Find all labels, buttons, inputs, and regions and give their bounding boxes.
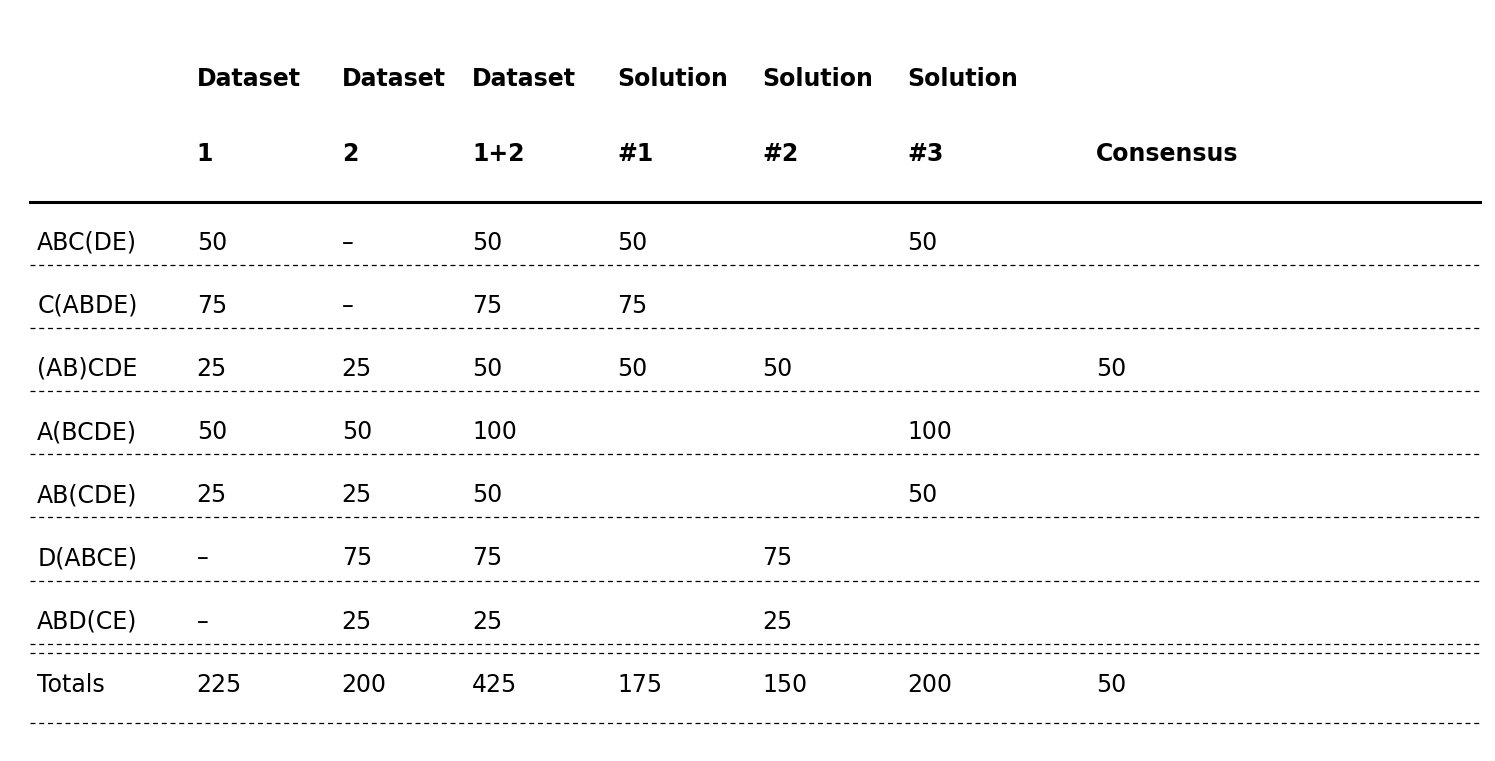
- Text: 25: 25: [197, 357, 227, 381]
- Text: 50: 50: [762, 357, 792, 381]
- Text: Dataset: Dataset: [342, 67, 446, 91]
- Text: 75: 75: [472, 294, 502, 318]
- Text: C(ABDE): C(ABDE): [37, 294, 138, 318]
- Text: 25: 25: [762, 610, 792, 634]
- Text: #2: #2: [762, 142, 798, 166]
- Text: 75: 75: [617, 294, 647, 318]
- Text: 100: 100: [907, 420, 952, 444]
- Text: 225: 225: [197, 673, 242, 697]
- Text: D(ABCE): D(ABCE): [37, 546, 138, 571]
- Text: Solution: Solution: [617, 67, 728, 91]
- Text: #3: #3: [907, 142, 943, 166]
- Text: 25: 25: [342, 610, 372, 634]
- Text: 25: 25: [342, 357, 372, 381]
- Text: 25: 25: [472, 610, 502, 634]
- Text: 25: 25: [342, 483, 372, 508]
- Text: 1: 1: [197, 142, 214, 166]
- Text: –: –: [342, 294, 353, 318]
- Text: 50: 50: [342, 420, 372, 444]
- Text: 100: 100: [472, 420, 517, 444]
- Text: –: –: [197, 546, 208, 571]
- Text: 50: 50: [1096, 357, 1126, 381]
- Text: –: –: [342, 231, 353, 255]
- Text: 50: 50: [1096, 673, 1126, 697]
- Text: Dataset: Dataset: [472, 67, 576, 91]
- Text: Totals: Totals: [37, 673, 105, 697]
- Text: 150: 150: [762, 673, 807, 697]
- Text: 25: 25: [197, 483, 227, 508]
- Text: 75: 75: [197, 294, 227, 318]
- Text: 75: 75: [342, 546, 372, 571]
- Text: 50: 50: [472, 231, 502, 255]
- Text: 50: 50: [907, 483, 937, 508]
- Text: 2: 2: [342, 142, 359, 166]
- Text: –: –: [197, 610, 208, 634]
- Text: 50: 50: [617, 231, 647, 255]
- Text: 200: 200: [907, 673, 952, 697]
- Text: 200: 200: [342, 673, 387, 697]
- Text: 75: 75: [762, 546, 792, 571]
- Text: Dataset: Dataset: [197, 67, 300, 91]
- Text: 50: 50: [197, 231, 227, 255]
- Text: ABC(DE): ABC(DE): [37, 231, 138, 255]
- Text: #1: #1: [617, 142, 653, 166]
- Text: 50: 50: [472, 357, 502, 381]
- Text: ABD(CE): ABD(CE): [37, 610, 138, 634]
- Text: 50: 50: [197, 420, 227, 444]
- Text: AB(CDE): AB(CDE): [37, 483, 138, 508]
- Text: 75: 75: [472, 546, 502, 571]
- Text: 175: 175: [617, 673, 662, 697]
- Text: 50: 50: [617, 357, 647, 381]
- Text: 425: 425: [472, 673, 517, 697]
- Text: Solution: Solution: [762, 67, 873, 91]
- Text: A(BCDE): A(BCDE): [37, 420, 138, 444]
- Text: (AB)CDE: (AB)CDE: [37, 357, 138, 381]
- Text: 50: 50: [907, 231, 937, 255]
- Text: Consensus: Consensus: [1096, 142, 1238, 166]
- Text: 1+2: 1+2: [472, 142, 525, 166]
- Text: Solution: Solution: [907, 67, 1018, 91]
- Text: 50: 50: [472, 483, 502, 508]
